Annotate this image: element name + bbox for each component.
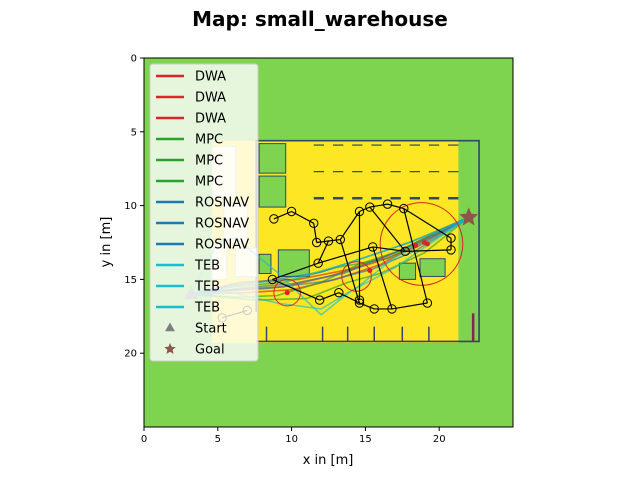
- storage-block: [398, 262, 417, 280]
- y-axis-ticks: 0 5 10 15 20: [124, 54, 144, 360]
- legend-label: TEB: [194, 280, 220, 295]
- storage-block: [258, 253, 272, 274]
- y-tick-label: 15: [124, 275, 137, 286]
- goal-marker: [459, 207, 479, 226]
- y-tick-label: 20: [124, 349, 137, 360]
- x-tick-label: 0: [141, 434, 147, 445]
- obstacle-waypoint: [286, 206, 297, 217]
- collision-point: [284, 290, 290, 296]
- storage-block: [258, 175, 287, 208]
- obstacle-path-segment: [405, 249, 452, 252]
- legend-label: DWA: [195, 91, 226, 106]
- obstacle-waypoint: [335, 234, 346, 245]
- legend-label: TEB: [194, 259, 220, 274]
- storage-block: [277, 249, 310, 277]
- legend-label: MPC: [195, 154, 223, 169]
- goal-radius-circle: [273, 278, 301, 307]
- legend-label: ROSNAV: [195, 196, 249, 211]
- storage-block: [419, 258, 446, 277]
- x-axis-ticks: 0 5 10 15 20: [141, 427, 446, 445]
- collision-point: [367, 268, 373, 274]
- obstacle-path-segment: [372, 246, 393, 310]
- obstacle-waypoint: [354, 295, 365, 305]
- obstacle-path-segment: [319, 292, 340, 301]
- legend-items: DWA DWA DWA MPC MPC MPC ROSNAV ROSNAV ROSNAV TEB T…: [156, 70, 249, 358]
- x-tick-label: 10: [285, 434, 298, 445]
- obstacle-waypoint: [354, 298, 365, 308]
- storage-block: [258, 143, 287, 174]
- legend-label: Start: [195, 322, 227, 337]
- obstacle-waypoint: [369, 304, 379, 314]
- legend-label: MPC: [195, 175, 223, 190]
- obstacle-path-segment: [369, 203, 388, 208]
- obstacle-path-segment: [316, 240, 329, 244]
- legend-label: DWA: [195, 70, 226, 85]
- obstacle-path-segment: [359, 206, 371, 213]
- obstacle-waypoint: [368, 242, 378, 252]
- obstacle-path-segment: [403, 208, 428, 304]
- obstacle-paths: [217, 199, 456, 323]
- legend-label: ROSNAV: [195, 217, 249, 232]
- collision-point: [424, 241, 430, 247]
- obstacle-path-segment: [273, 210, 292, 220]
- legend-frame: [149, 63, 259, 362]
- legend-label: TEB: [194, 301, 220, 316]
- collision-point: [413, 242, 419, 248]
- x-axis-label: x in [m]: [303, 453, 354, 468]
- goal-radius-circle: [379, 202, 464, 286]
- plot-area: [143, 57, 514, 428]
- obstacle-waypoint: [399, 203, 409, 214]
- obstacle-path-segment: [272, 278, 320, 301]
- obstacle-waypoint: [446, 245, 456, 255]
- obstacle-waypoint: [323, 236, 334, 246]
- legend-label: Goal: [195, 343, 225, 358]
- y-tick-label: 5: [131, 127, 137, 138]
- x-tick-label: 20: [433, 434, 446, 445]
- obstacle-path-segment: [387, 203, 404, 210]
- obstacle-waypoint: [311, 237, 322, 248]
- obstacle-path-segment: [339, 239, 361, 304]
- obstacle-waypoint: [446, 233, 456, 243]
- obstacle-path-segment: [313, 223, 318, 243]
- obstacle-path-segment: [391, 302, 428, 310]
- x-tick-label: 5: [215, 434, 221, 445]
- obstacle-path-segment: [369, 206, 406, 252]
- obstacle-waypoint: [334, 287, 344, 298]
- obstacle-waypoint: [422, 298, 433, 308]
- legend-swatch-goal: [164, 343, 176, 354]
- y-axis-label: y in [m]: [99, 217, 114, 268]
- plot-frame: [143, 57, 514, 428]
- obstacle-waypoint: [314, 295, 325, 305]
- obstacle-waypoint: [354, 206, 365, 217]
- x-tick-label: 15: [359, 434, 372, 445]
- obstacle-path-segment: [272, 262, 319, 280]
- obstacle-waypoint: [400, 246, 410, 257]
- legend-label: DWA: [195, 112, 226, 127]
- obstacle-waypoint: [382, 199, 393, 209]
- legend: DWA DWA DWA MPC MPC MPC ROSNAV ROSNAV ROSNAV TEB T…: [149, 63, 259, 362]
- obstacle-waypoint: [387, 304, 397, 314]
- chart-title: Map: small_warehouse: [192, 7, 448, 31]
- obstacle-path-segment: [372, 246, 406, 252]
- obstacle-waypoint: [269, 214, 279, 224]
- obstacle-waypoint: [313, 258, 323, 268]
- legend-label: ROSNAV: [195, 238, 249, 253]
- obstacle-path-segment: [328, 238, 341, 242]
- legend-swatch-start: [165, 322, 175, 332]
- obstacle-waypoint: [267, 274, 278, 285]
- legend-label: MPC: [195, 133, 223, 148]
- obstacle-path-segment: [403, 208, 452, 239]
- y-tick-label: 0: [131, 54, 137, 65]
- obstacle-waypoint: [309, 218, 319, 229]
- y-tick-label: 10: [124, 201, 137, 212]
- obstacle-path-segment: [339, 211, 360, 240]
- obstacle-waypoint: [365, 202, 375, 212]
